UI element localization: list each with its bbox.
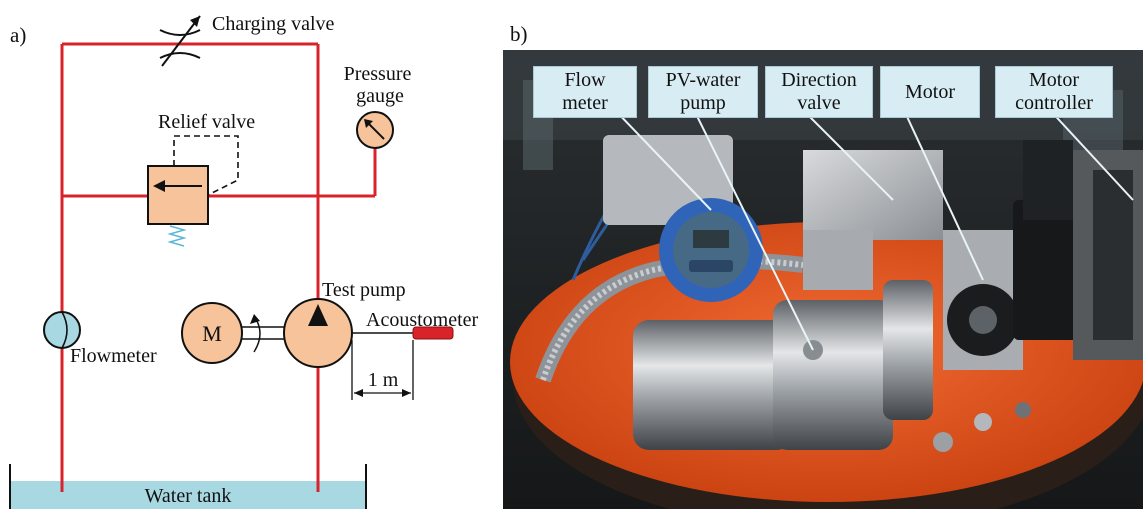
flowmeter-symbol: Flowmeter [43,311,157,367]
distance-dimension: 1 m [351,340,414,400]
motor-symbol: M [181,302,284,364]
callout-pointers [612,107,1134,351]
callout-motor: Motor [880,66,980,118]
motor-letter: M [202,321,222,346]
direction-valve-device [803,150,943,290]
motor-controller-device [1073,150,1143,360]
charging-valve-label: Charging valve [212,13,335,35]
pressure-gauge-symbol: Pressure gauge [344,63,417,149]
panel-a-label: a) [10,23,26,47]
callout-motor-controller: Motor controller [995,66,1113,118]
test-rig-photo [503,50,1143,509]
distance-label: 1 m [368,369,399,391]
pump-housing [633,280,933,450]
test-pump-label: Test pump [322,279,406,301]
callout-direction-valve: Direction valve [765,66,873,118]
test-pump-symbol: Test pump [283,279,406,368]
panel-b-label: b) [510,22,528,46]
relief-valve-symbol: Relief valve [147,111,255,247]
pressure-gauge-label-line2: gauge [356,85,404,107]
relief-valve-label: Relief valve [158,111,255,133]
charging-valve-symbol: Charging valve [159,13,335,67]
callout-pv-water-pump: PV-water pump [648,66,758,118]
water-tank: Water tank [9,464,367,509]
pipe-network [60,42,377,492]
acoustometer-label: Acoustometer [366,309,479,331]
callout-flow-meter: Flow meter [533,66,637,118]
water-tank-label: Water tank [145,485,232,507]
flowmeter-label: Flowmeter [70,345,157,367]
pressure-gauge-label-line1: Pressure [344,63,412,85]
flow-meter-device [603,135,763,302]
hydraulic-schematic: a) Water tank Charging valve Pressure [9,13,479,509]
pressure-gauge-label: Pressure gauge [344,63,417,107]
acoustometer-symbol: Acoustometer [352,309,479,340]
